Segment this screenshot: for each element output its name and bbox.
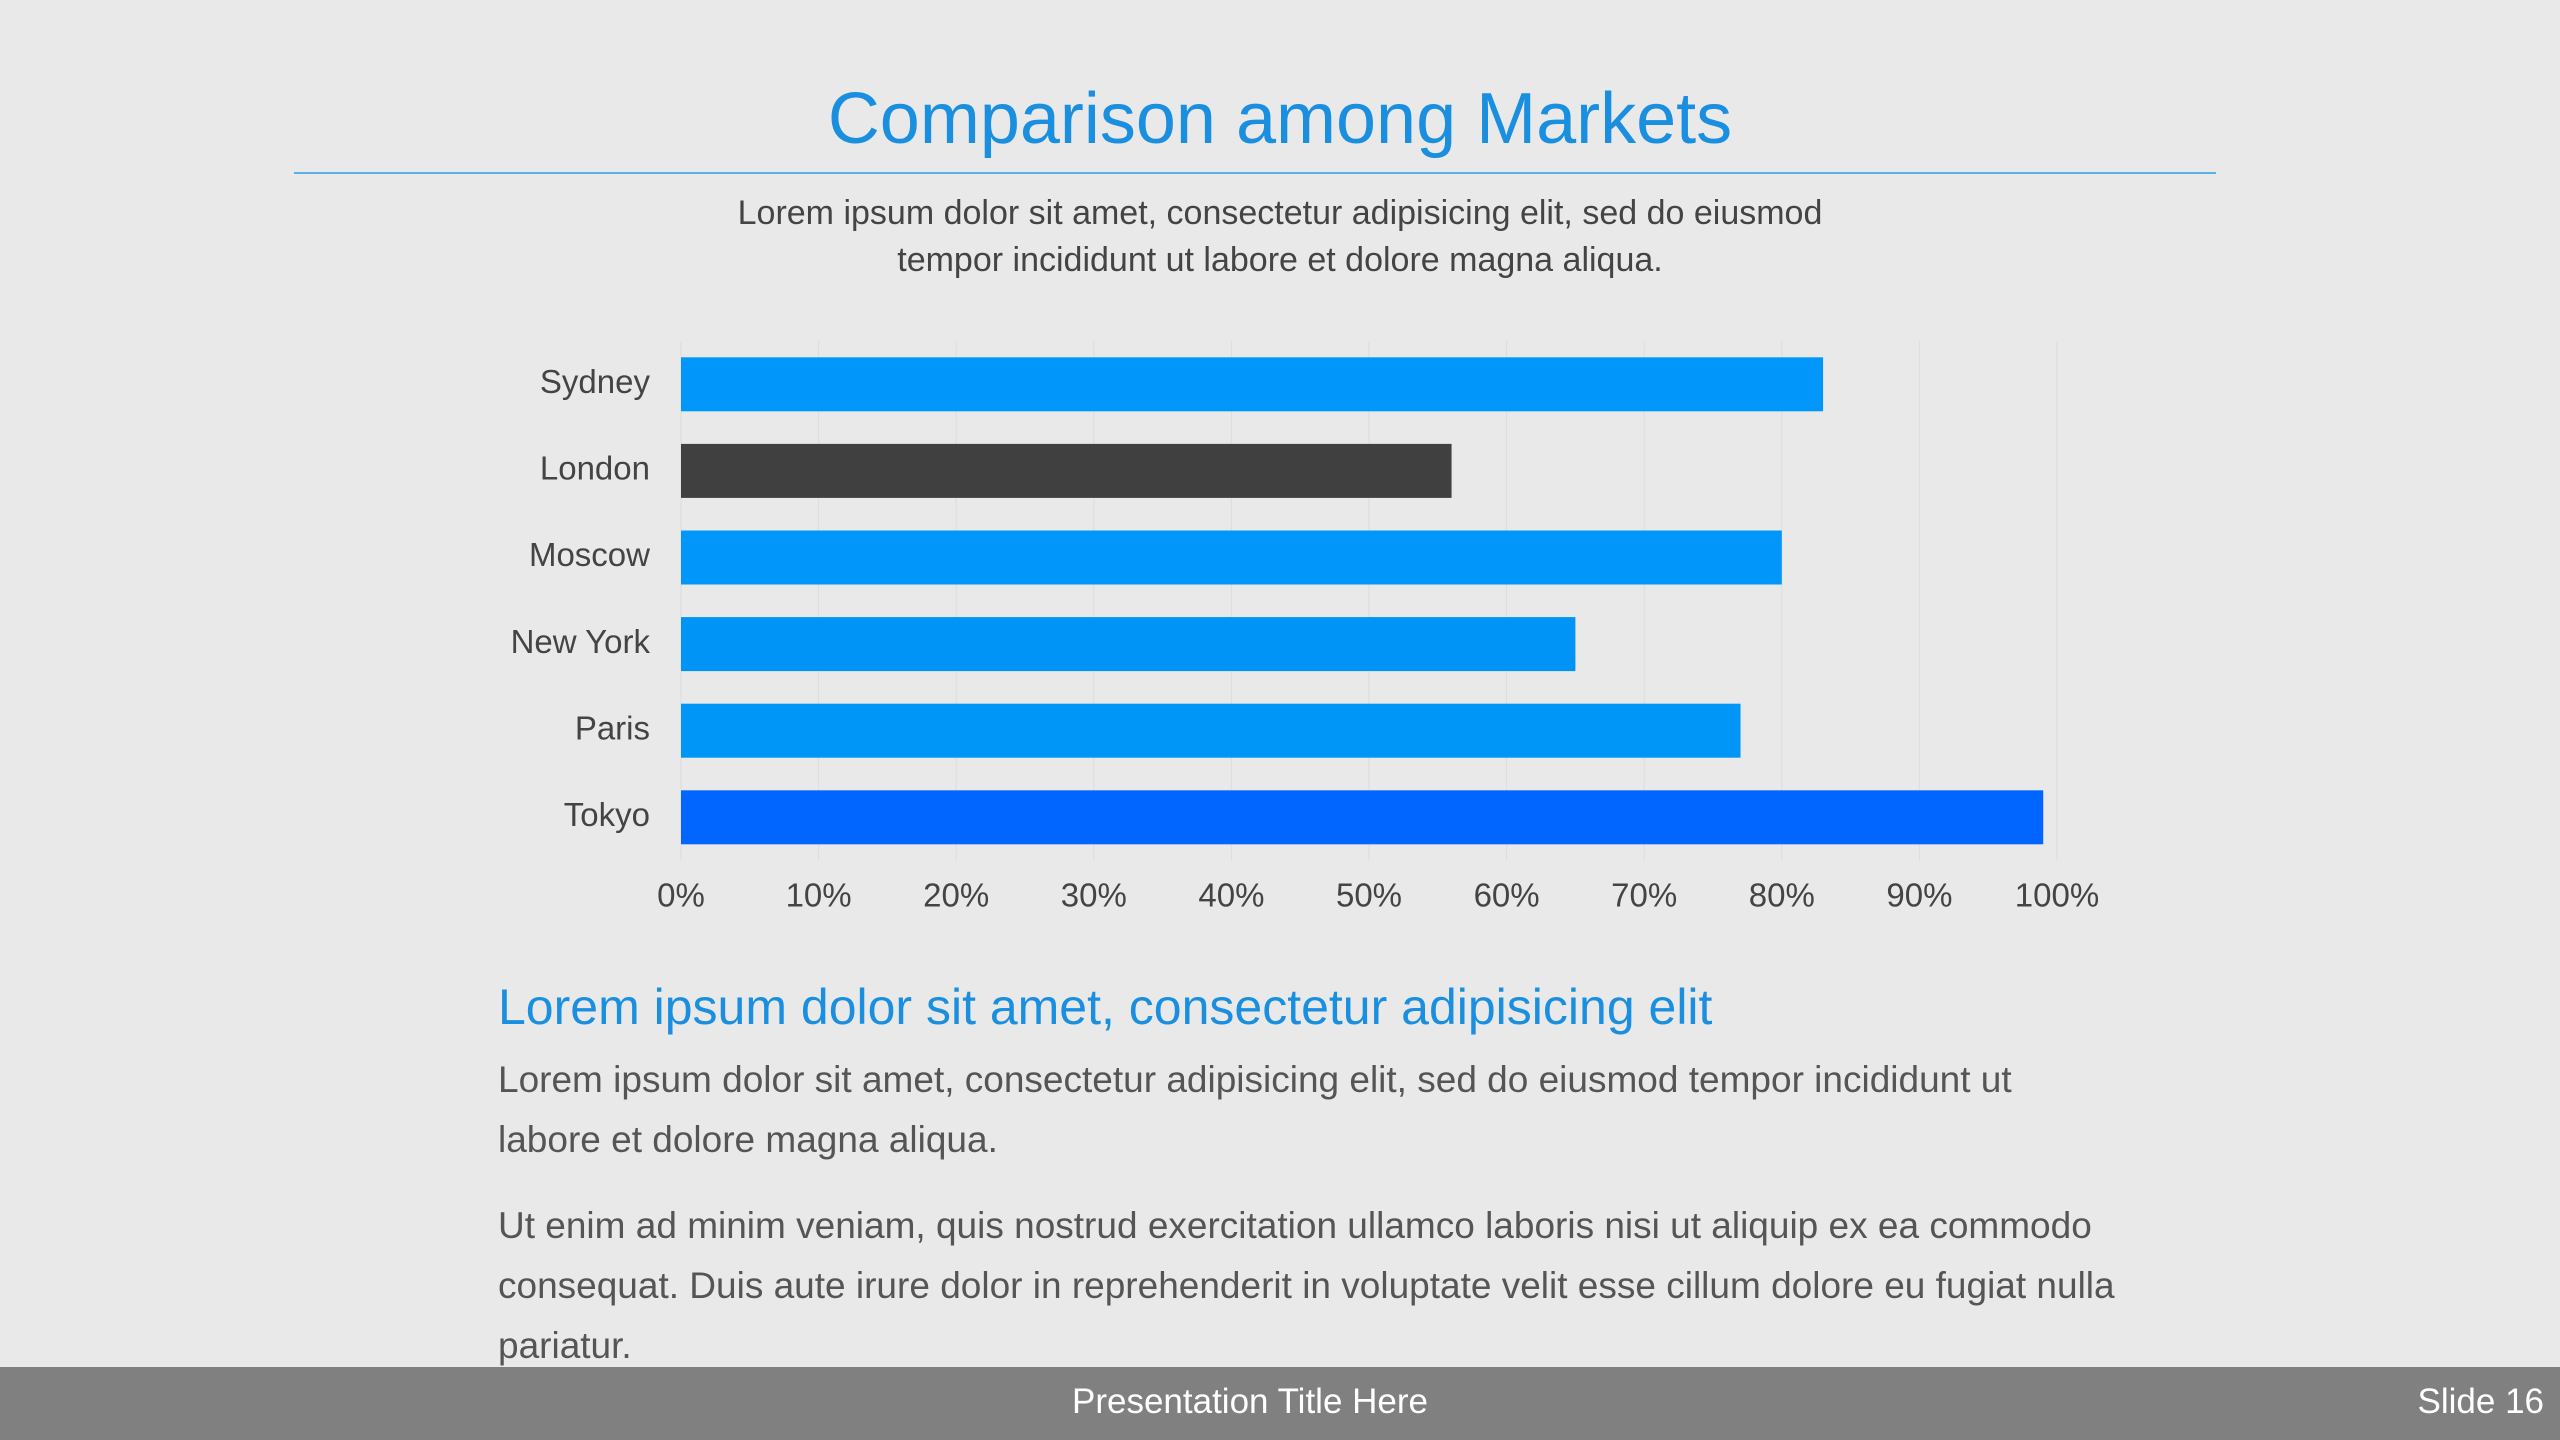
heading: Lorem ipsum dolor sit amet, consectetur …	[498, 979, 1713, 1035]
x-tick-label: 40%	[1198, 877, 1264, 914]
bar	[681, 443, 1452, 498]
slide-title: Comparison among Markets	[827, 79, 1733, 159]
x-tick-label: 30%	[1061, 877, 1127, 914]
paragraph: Lorem ipsum dolor sit amet, consectetur …	[498, 1059, 2012, 1160]
x-tick-label: 70%	[1611, 877, 1677, 914]
subtitle: Lorem ipsum dolor sit amet, consectetur …	[737, 194, 1823, 279]
x-tick-label: 0%	[657, 877, 705, 914]
title-rule	[294, 172, 2216, 174]
paragraph: Ut enim ad minim veniam, quis nostrud ex…	[498, 1205, 2115, 1366]
x-tick-label: 20%	[923, 877, 989, 914]
x-tick-label: 50%	[1336, 877, 1402, 914]
y-tick-label: Sydney	[540, 363, 651, 400]
y-tick-label: Tokyo	[564, 796, 650, 833]
bar	[681, 357, 1824, 412]
footer-bar	[0, 1367, 2560, 1440]
y-tick-label: Paris	[575, 709, 650, 746]
slide-number: Slide 16	[2417, 1382, 2544, 1421]
bar	[681, 530, 1782, 585]
y-tick-label: New York	[511, 623, 651, 660]
x-tick-label: 90%	[1886, 877, 1952, 914]
x-tick-label: 10%	[786, 877, 852, 914]
x-tick-label: 100%	[2015, 877, 2099, 914]
y-tick-label: Moscow	[529, 536, 650, 573]
y-tick-label: London	[540, 450, 650, 487]
bar	[681, 790, 2044, 845]
x-tick-label: 80%	[1749, 877, 1815, 914]
x-tick-label: 60%	[1474, 877, 1540, 914]
bar	[681, 617, 1576, 672]
bar	[681, 703, 1741, 758]
footer-title: Presentation Title Here	[1071, 1382, 1428, 1421]
